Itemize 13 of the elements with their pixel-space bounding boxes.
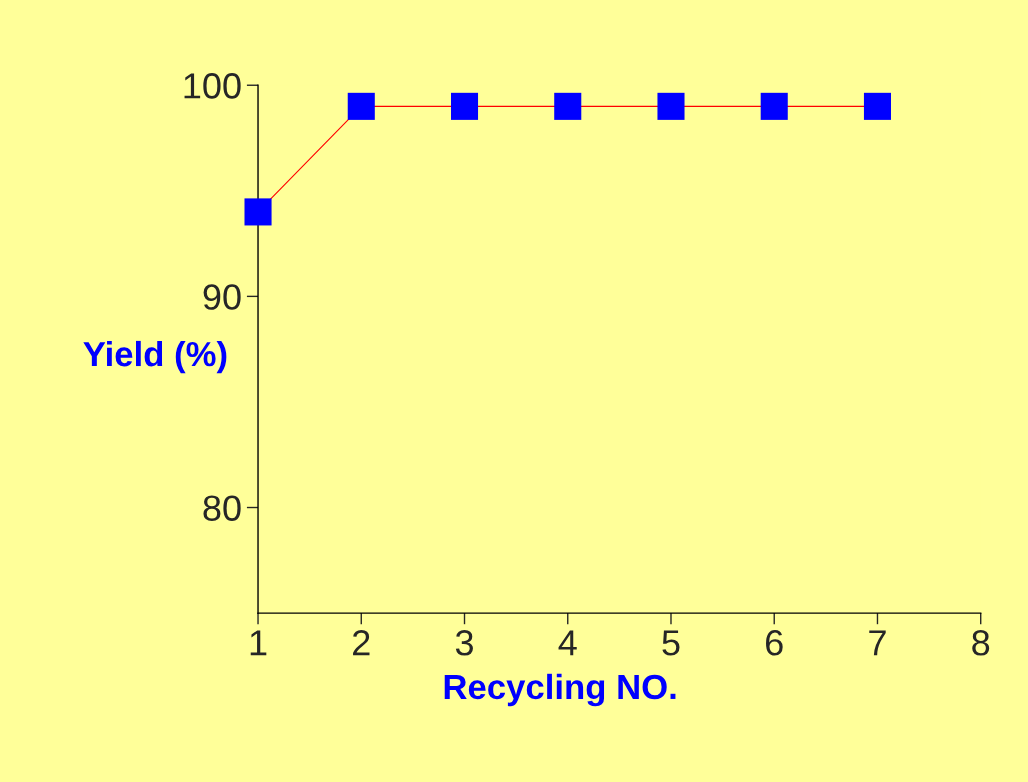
x-tick-label: 6	[766, 630, 783, 656]
x-tick-label: 7	[869, 630, 886, 656]
x-tick-label: 8	[972, 630, 990, 656]
x-tick-label: 5	[662, 630, 680, 656]
x-tick-label: 4	[558, 630, 577, 656]
y-axis-title: Yield (%)	[83, 340, 227, 374]
x-axis-title: Recycling NO.	[444, 673, 676, 707]
y-tick-label: 100	[184, 73, 241, 99]
x-tick-label: 3	[455, 630, 473, 656]
x-tick-label: 1	[250, 630, 267, 656]
y-tick-label: 80	[203, 495, 241, 521]
x-tick-label: 2	[353, 630, 370, 656]
y-tick-label: 90	[203, 284, 241, 310]
